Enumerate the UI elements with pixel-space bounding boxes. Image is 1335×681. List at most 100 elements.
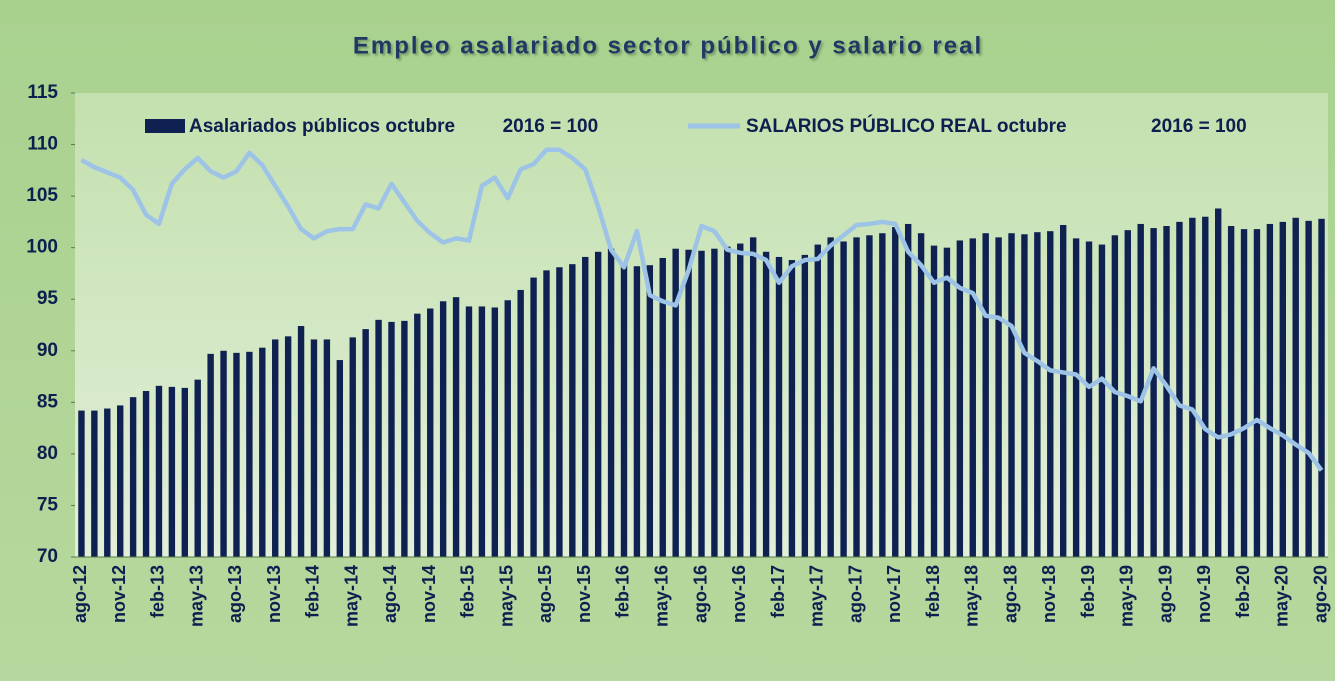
- chart-title: Empleo asalariado sector público y salar…: [353, 32, 983, 59]
- bar: [814, 244, 821, 557]
- bar: [220, 350, 227, 557]
- x-tick-label: may-19: [1117, 565, 1137, 627]
- bar: [517, 289, 524, 557]
- x-tick-label: ago-14: [380, 565, 400, 623]
- bar: [672, 248, 679, 557]
- bar: [1279, 221, 1286, 557]
- bar: [1034, 232, 1041, 557]
- bar: [530, 277, 537, 557]
- x-tick-label: nov-13: [264, 565, 284, 623]
- bar: [659, 257, 666, 557]
- bar: [866, 235, 873, 557]
- x-tick-label: ago-20: [1310, 565, 1330, 623]
- bar: [943, 247, 951, 557]
- bar: [427, 308, 434, 557]
- bar: [1227, 226, 1235, 557]
- bar: [1202, 216, 1209, 557]
- x-tick-label: nov-14: [419, 565, 439, 623]
- x-tick-label: ago-15: [535, 565, 555, 623]
- bar: [620, 264, 628, 557]
- x-tick-label: feb-15: [458, 565, 478, 618]
- bar: [982, 233, 989, 557]
- bar: [388, 321, 395, 557]
- bar: [181, 387, 188, 557]
- bar: [284, 336, 292, 557]
- bar: [724, 246, 731, 557]
- bar: [711, 248, 718, 557]
- bar: [104, 408, 111, 557]
- bar: [788, 260, 796, 557]
- bar: [827, 237, 834, 557]
- bar: [1305, 220, 1312, 557]
- bar: [504, 300, 511, 557]
- bar: [439, 301, 447, 557]
- bar: [336, 360, 344, 557]
- bar: [607, 248, 615, 557]
- x-tick-label: ago-16: [690, 565, 710, 623]
- bar: [1253, 229, 1261, 557]
- bar: [1098, 244, 1106, 557]
- y-tick-label: 90: [37, 340, 58, 361]
- bar: [414, 313, 421, 557]
- bar: [737, 243, 744, 557]
- bar: [646, 265, 654, 557]
- bar: [155, 385, 163, 557]
- x-tick-label: feb-18: [923, 565, 943, 618]
- bar: [1163, 226, 1170, 557]
- x-tick-label: nov-16: [729, 565, 749, 623]
- x-tick-label: ago-19: [1155, 565, 1175, 623]
- y-tick-label: 100: [26, 237, 58, 258]
- bar: [879, 233, 886, 557]
- bar: [594, 251, 602, 557]
- x-tick-label: feb-16: [613, 565, 633, 618]
- bar: [142, 390, 150, 557]
- y-tick-label: 110: [27, 134, 58, 155]
- bar: [78, 410, 85, 557]
- x-tick-label: nov-17: [884, 565, 904, 623]
- bar: [917, 233, 925, 557]
- x-tick-label: feb-20: [1233, 565, 1253, 618]
- bar: [91, 410, 98, 557]
- bar: [801, 254, 809, 557]
- bar: [775, 256, 783, 557]
- bar: [1111, 235, 1119, 557]
- x-tick-label: may-17: [807, 565, 827, 627]
- bar: [569, 264, 576, 557]
- bar: [995, 237, 1002, 557]
- bar: [1266, 223, 1274, 557]
- bar: [930, 245, 938, 558]
- bar: [491, 307, 499, 557]
- x-tick-label: feb-13: [148, 565, 168, 618]
- bar: [1008, 233, 1015, 557]
- x-tick-label: may-20: [1272, 565, 1292, 627]
- x-tick-label: may-16: [651, 565, 671, 627]
- x-tick-label: may-13: [186, 565, 206, 627]
- legend-label: Asalariados públicos octubre 2016 = 100: [189, 116, 598, 137]
- bar: [543, 270, 550, 557]
- bar: [349, 337, 356, 557]
- bar: [323, 339, 331, 557]
- bar: [904, 223, 912, 557]
- x-tick-label: ago-18: [1000, 565, 1020, 623]
- bar: [310, 339, 318, 557]
- line: [80, 147, 1324, 472]
- bar: [1292, 217, 1299, 557]
- bar: [259, 347, 266, 557]
- bar: [1137, 223, 1144, 557]
- bar: [1240, 229, 1248, 557]
- bar: [698, 250, 705, 557]
- legend-label: SALARIOS PÚBLICO REAL octubre 2016 = 100: [746, 115, 1247, 137]
- y-tick-label: 105: [26, 185, 58, 206]
- bar: [840, 241, 847, 558]
- legend-swatch: [145, 119, 185, 133]
- bar: [452, 297, 460, 557]
- bar: [892, 227, 899, 558]
- bar: [194, 379, 201, 557]
- bar: [1085, 241, 1093, 558]
- bar: [465, 306, 473, 557]
- x-tick-label: may-15: [496, 565, 516, 627]
- x-tick-label: nov-15: [574, 565, 594, 623]
- bar: [362, 329, 369, 557]
- bar: [168, 386, 176, 557]
